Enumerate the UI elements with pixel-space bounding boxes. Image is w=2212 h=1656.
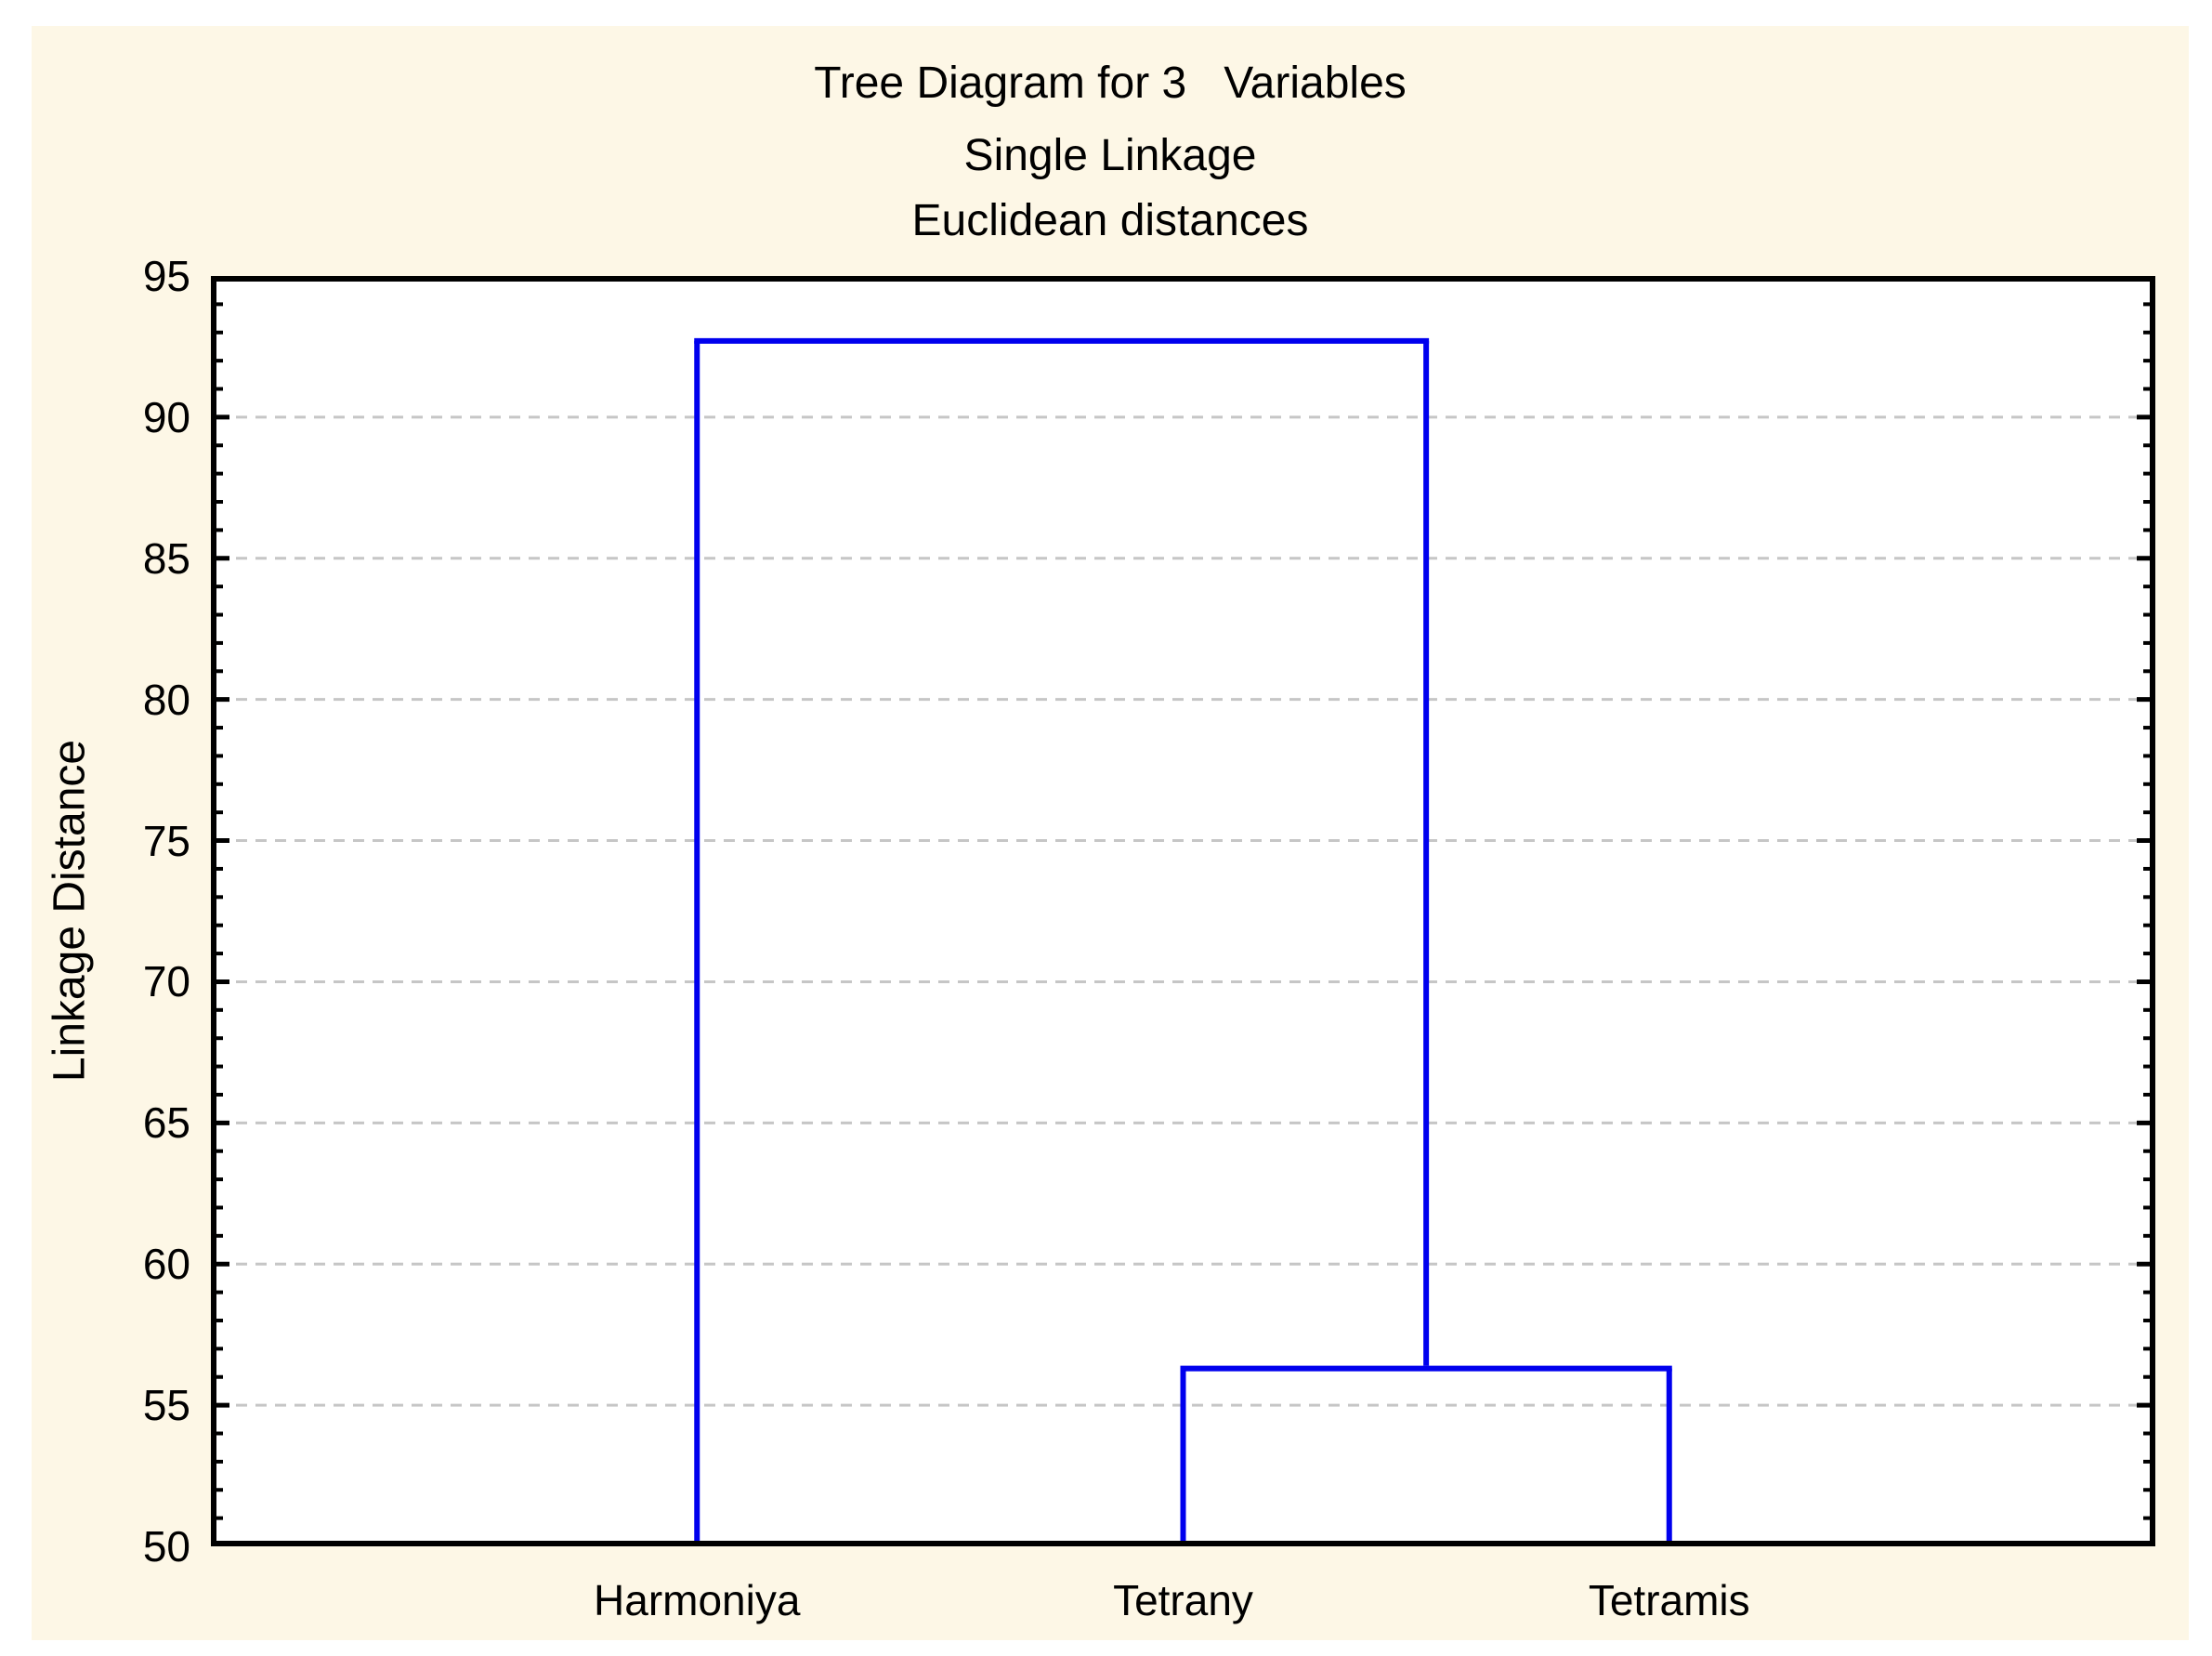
y-tick-label: 50 [142, 1522, 190, 1571]
y-axis-tick-labels: 95 90 85 80 75 70 65 60 55 50 [32, 0, 190, 1656]
x-axis-leaf-labels: Harmoniya Tetrany Tetramis [211, 1576, 2155, 1656]
chart-subtitle-method: Single Linkage [963, 131, 1257, 180]
y-tick-label: 75 [142, 816, 190, 865]
y-tick-label: 70 [142, 957, 190, 1006]
y-tick-label: 95 [142, 252, 190, 300]
y-tick-label: 80 [142, 675, 190, 724]
chart-title: Tree Diagram for 3 Variables [814, 59, 1407, 108]
y-tick-label: 90 [142, 392, 190, 441]
x-leaf-label: Tetrany [1113, 1576, 1253, 1624]
y-tick-label: 55 [142, 1381, 190, 1430]
x-leaf-label: Tetramis [1588, 1576, 1750, 1624]
x-leaf-label: Harmoniya [594, 1576, 801, 1624]
dendrogram-canvas [211, 276, 2155, 1546]
plot-frame [211, 276, 2155, 1546]
y-tick-label: 65 [142, 1098, 190, 1148]
chart-subtitle-metric: Euclidean distances [911, 196, 1309, 245]
y-tick-label: 85 [142, 533, 190, 583]
plot-area [211, 276, 2155, 1546]
y-tick-label: 60 [142, 1240, 190, 1289]
